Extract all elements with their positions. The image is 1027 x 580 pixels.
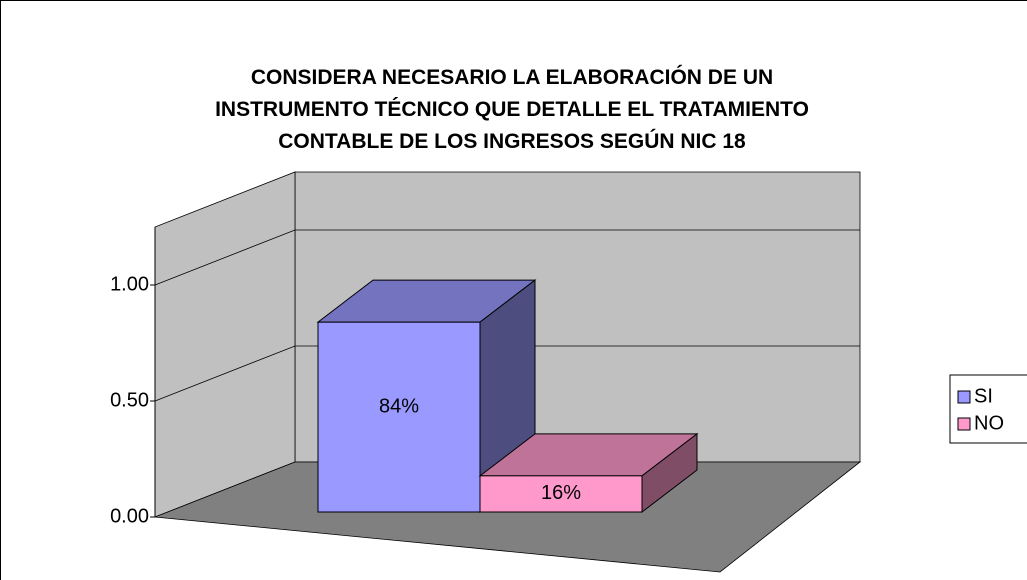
- chart-title: CONSIDERA NECESARIO LA ELABORACIÓN DE UN…: [215, 65, 809, 153]
- bar: [479, 475, 643, 513]
- data-label: 16%: [541, 482, 581, 504]
- y-tick-label: 0.50: [110, 389, 149, 411]
- grid-line: [154, 229, 860, 286]
- grid-line: [154, 345, 860, 402]
- y-tick-label: 0.00: [110, 505, 149, 527]
- legend-swatch: [957, 390, 971, 404]
- legend-swatch: [957, 417, 971, 431]
- side-wall: [154, 171, 296, 518]
- legend-box: [949, 374, 1027, 444]
- legend-label: NO: [974, 412, 1004, 434]
- y-tick-label: 1.00: [110, 273, 149, 295]
- bar: [317, 321, 481, 513]
- legend-label: SI: [974, 385, 993, 407]
- data-label: 84%: [379, 395, 419, 417]
